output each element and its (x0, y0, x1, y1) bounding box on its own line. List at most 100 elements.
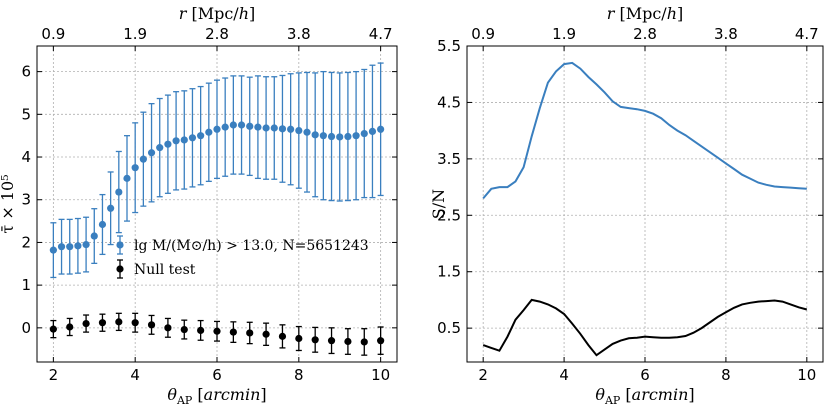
x-tick-label: 8 (294, 366, 304, 384)
x-tick-label: 10 (797, 366, 816, 384)
blue-data-point (287, 125, 295, 133)
blue-data-point (254, 123, 262, 131)
legend-label-null-test: Null test (134, 262, 196, 278)
null-test-point (360, 338, 368, 346)
top-tick-label: 1.9 (123, 25, 147, 43)
blue-data-point (205, 128, 213, 136)
blue-data-point (123, 174, 131, 182)
null-test-point (66, 323, 74, 331)
blue-data-point (262, 124, 270, 132)
blue-data-point (221, 123, 229, 131)
y-tick-label: 4.5 (437, 93, 461, 111)
null-test-point (327, 337, 336, 345)
blue-data-point (336, 133, 344, 141)
blue-data-point (82, 240, 90, 249)
blue-data-point (319, 132, 327, 140)
blue-data-point (213, 125, 221, 133)
top-tick-label: 2.8 (633, 25, 657, 43)
blue-data-point (139, 155, 147, 163)
null-test-point (131, 319, 139, 327)
y-tick-label: 4 (21, 148, 31, 166)
blue-data-point (311, 131, 319, 139)
null-test-point (377, 337, 385, 345)
null-test-point (229, 328, 237, 336)
blue-data-point (131, 164, 139, 172)
blue-data-point (344, 132, 352, 141)
blue-data-point (115, 188, 123, 196)
blue-data-point (107, 204, 115, 212)
blue-data-point (352, 132, 360, 140)
x-tick-label: 8 (721, 366, 731, 384)
top-tick-label: 3.8 (287, 25, 311, 43)
legend-marker (116, 241, 124, 249)
y-tick-label: 1.5 (437, 263, 461, 281)
top-tick-label: 1.9 (552, 25, 576, 43)
y-tick-label: 5 (21, 105, 31, 123)
x-tick-label: 6 (212, 366, 222, 384)
null-test-point (295, 334, 303, 343)
blue-data-point (229, 121, 237, 129)
y-tick-label: 5.5 (437, 37, 461, 55)
y-tick-label: 6 (21, 63, 31, 81)
blue-data-point (303, 128, 311, 136)
null-test-point (82, 319, 90, 328)
blue-data-point (49, 246, 57, 254)
null-test-point (278, 332, 287, 340)
y-axis-title: S/N (429, 189, 448, 219)
blue-data-point (180, 136, 188, 144)
right-panel: 2 4 6 8 10 0.9 1.9 2.8 3.8 4.7 0.5 1.5 2.5 3.5 4.5 5.5 θ… (429, 4, 824, 406)
blue-data-point (327, 132, 336, 141)
null-test-point (262, 330, 270, 338)
blue-data-point (197, 132, 205, 140)
null-test-point (115, 318, 123, 326)
x-tick-label: 4 (559, 366, 569, 384)
x-axis-title: θAP [arcmin] (167, 385, 266, 406)
blue-data-point (66, 243, 74, 251)
y-tick-label: 3 (21, 191, 31, 209)
top-tick-label: 4.7 (369, 25, 393, 43)
y-tick-label: 0.5 (437, 319, 461, 337)
top-tick-label: 4.7 (795, 25, 819, 43)
blue-data-point (98, 220, 107, 229)
y-tick-label: 3.5 (437, 150, 461, 168)
y-tick-label: 0 (21, 319, 31, 337)
null-test-point (246, 329, 254, 337)
blue-data-point (74, 242, 82, 250)
blue-data-point (188, 134, 197, 142)
top-tick-label: 0.9 (471, 25, 495, 43)
sn-null-line (482, 298, 808, 357)
blue-data-point (164, 140, 172, 148)
null-test-point (49, 325, 57, 333)
blue-data-point (360, 129, 368, 138)
top-tick-label: 0.9 (41, 25, 65, 43)
blue-data-point (237, 121, 246, 129)
top-tick-label: 2.8 (205, 25, 229, 43)
legend-marker (116, 265, 124, 273)
null-test-point (147, 321, 156, 329)
blue-data-point (295, 126, 303, 135)
sn-blue-line (482, 61, 807, 200)
y-tick-label: 2.5 (437, 206, 461, 224)
x-tick-label: 6 (640, 366, 650, 384)
y-tick-label: 1 (21, 276, 31, 294)
blue-data-point (57, 243, 66, 251)
null-test-point (344, 337, 352, 346)
x-tick-label: 10 (371, 366, 390, 384)
blue-data-point (90, 232, 98, 240)
top-tick-label: 3.8 (714, 25, 738, 43)
x-tick-label: 2 (478, 366, 488, 384)
null-test-point (213, 327, 221, 335)
blue-data-point (147, 149, 156, 157)
null-test-point (98, 319, 107, 327)
x-tick-label: 2 (49, 366, 59, 384)
null-test-point (180, 325, 188, 334)
x-axis-title: θAP [arcmin] (595, 385, 694, 406)
blue-data-point (156, 144, 164, 152)
blue-data-point (377, 125, 385, 133)
top-axis-title: r [Mpc/h] (607, 4, 684, 23)
blue-data-point (368, 127, 377, 136)
blue-data-point (270, 124, 278, 132)
blue-data-point (246, 122, 254, 130)
